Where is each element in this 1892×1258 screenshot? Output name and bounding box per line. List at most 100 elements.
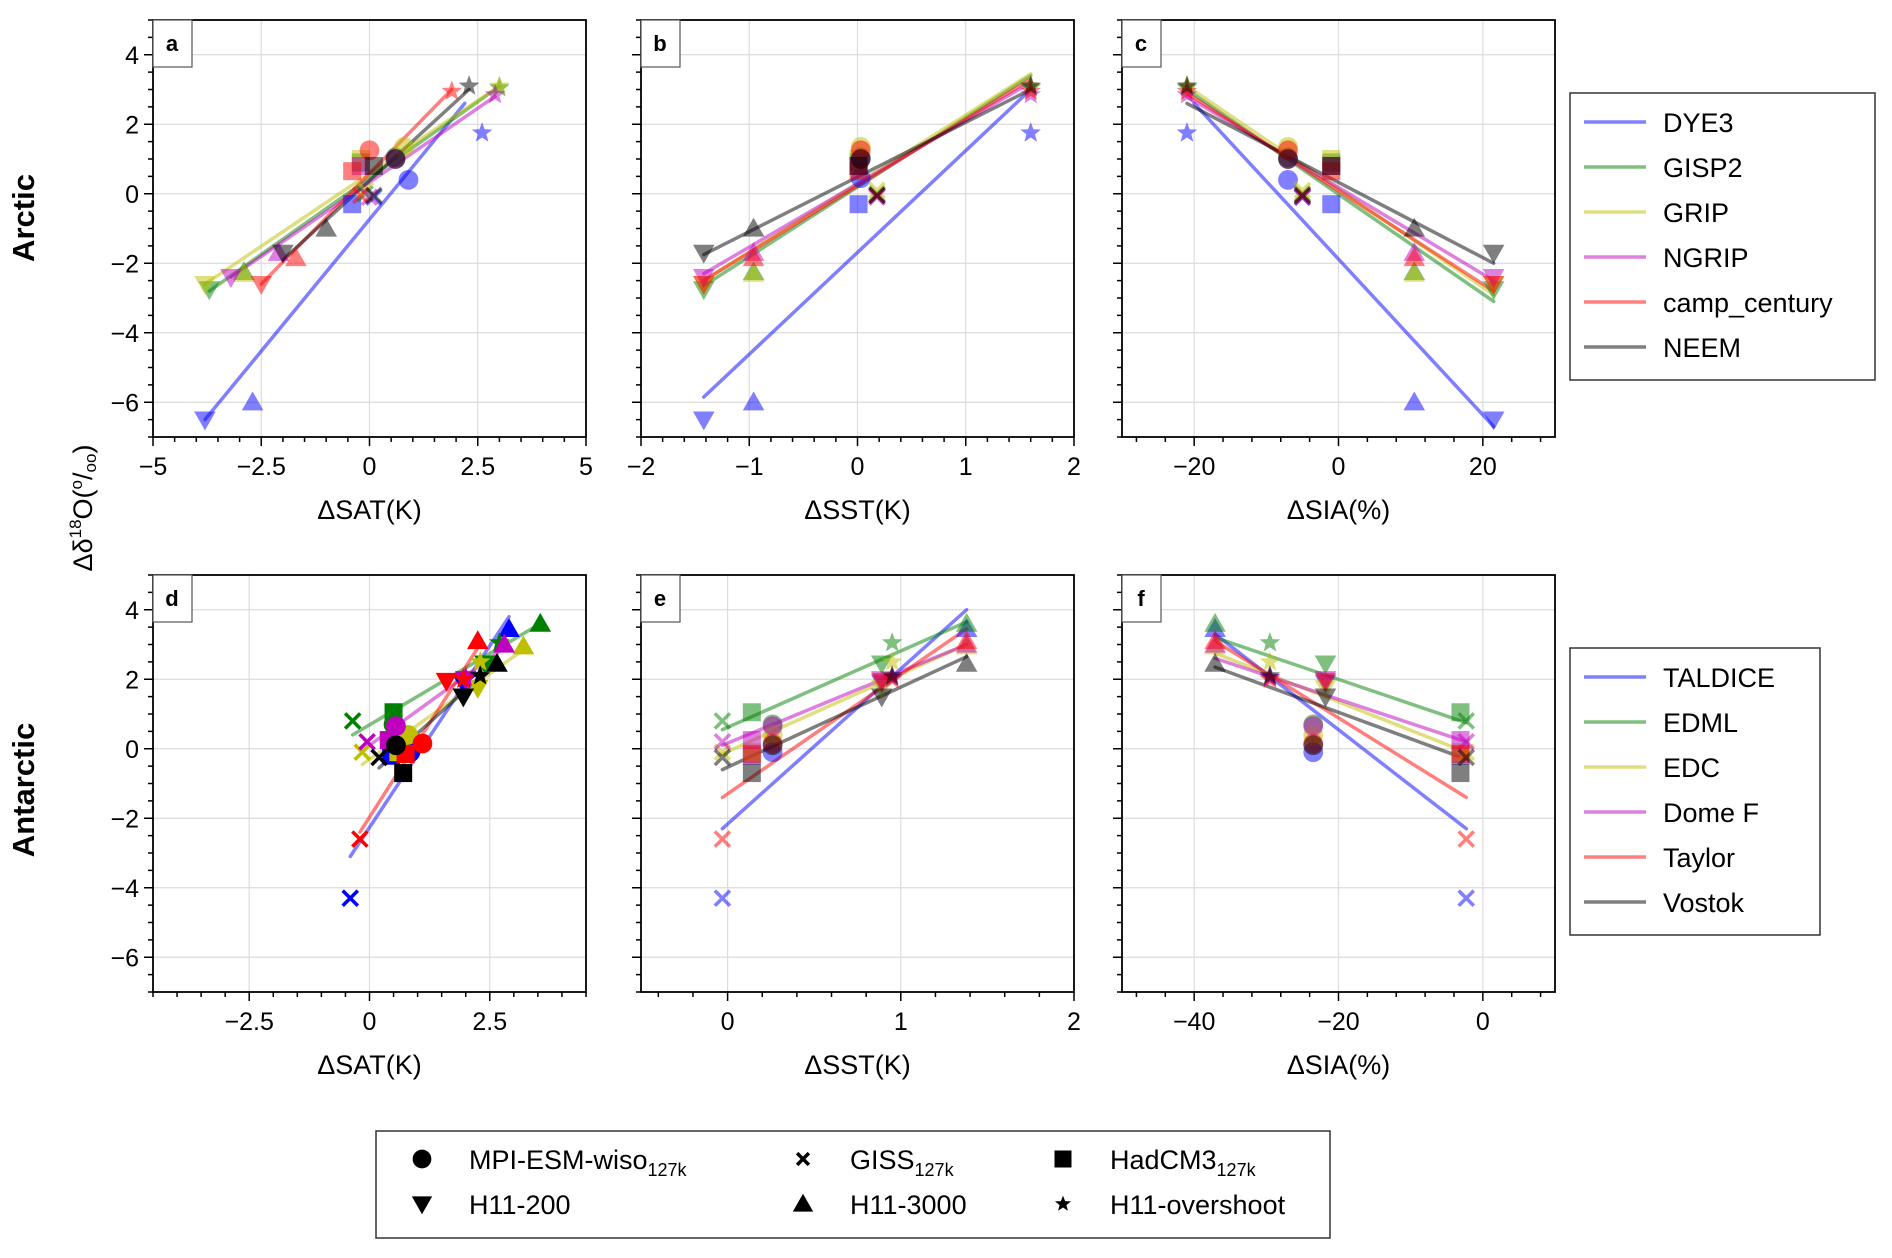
point-grip-triangle-up bbox=[233, 262, 255, 282]
point-edml-triangle-up bbox=[1204, 612, 1226, 632]
fit-line-edml bbox=[1213, 635, 1468, 725]
point-dome-f-x bbox=[713, 733, 732, 751]
point-dome-f-square bbox=[742, 731, 761, 750]
point-vostok-circle bbox=[762, 735, 783, 756]
fit-line-vostok bbox=[1213, 665, 1468, 761]
point-vostok-star bbox=[469, 665, 491, 685]
x-tick-label: 1 bbox=[894, 1008, 908, 1036]
legend-label-grip: GRIP bbox=[1663, 198, 1729, 228]
point-taylor-triangle-up bbox=[466, 630, 489, 650]
point-neem-circle bbox=[1278, 149, 1298, 169]
point-taldice-x bbox=[341, 889, 360, 907]
y-tick-label: −2 bbox=[110, 805, 139, 833]
point-edc-star bbox=[469, 651, 491, 671]
point-vostok-x bbox=[370, 748, 388, 767]
point-neem-star bbox=[1176, 75, 1198, 95]
y-axis-label-permil-o1: o bbox=[67, 480, 86, 489]
point-vostok-x bbox=[1457, 748, 1476, 767]
point-camp-century-x bbox=[352, 186, 370, 205]
legend-marker-x-icon bbox=[795, 1151, 811, 1167]
point-neem-star bbox=[1020, 75, 1041, 95]
point-edc-star bbox=[1259, 651, 1281, 671]
point-edc-x bbox=[353, 743, 372, 762]
point-grip-triangle-up bbox=[1403, 262, 1426, 282]
point-vostok-triangle-up bbox=[486, 652, 508, 672]
point-edc-triangle-down bbox=[466, 679, 489, 699]
legend-label-h11-overshoot: H11-overshoot bbox=[1110, 1190, 1286, 1220]
y-tick-label: −6 bbox=[110, 944, 139, 972]
point-dye3-square bbox=[1322, 195, 1341, 214]
point-neem-triangle-up bbox=[1403, 217, 1426, 237]
fit-line-taldice bbox=[720, 608, 969, 831]
y-axis-label-rest: O( bbox=[68, 489, 98, 519]
panel-label: d bbox=[165, 586, 178, 611]
point-dye3-circle bbox=[1278, 169, 1298, 190]
x-tick-label: −20 bbox=[1173, 453, 1215, 481]
panel-f: −40 −20 0 ΔSIA(%) f bbox=[1113, 574, 1556, 1080]
point-camp-century-square bbox=[343, 162, 362, 181]
point-edc-triangle-up bbox=[512, 635, 535, 655]
panel-b: −2 −1 0 1 2 ΔSST(K) b bbox=[627, 19, 1081, 525]
legend-antarctic: TALDICE EDML EDC Dome F Taylor Vostok bbox=[1569, 647, 1821, 936]
point-vostok-square bbox=[742, 764, 761, 783]
panel-label-box bbox=[152, 19, 193, 68]
point-camp-century-triangle-up bbox=[742, 247, 765, 267]
legend-label-h11-3000: H11-3000 bbox=[850, 1190, 967, 1220]
legend-marker-star-icon bbox=[1055, 1195, 1071, 1211]
x-tick-label: −2.5 bbox=[237, 453, 286, 481]
panel-label-box bbox=[1121, 574, 1162, 623]
point-camp-century-triangle-down bbox=[1482, 276, 1505, 295]
point-neem-triangle-up bbox=[742, 217, 765, 237]
y-axis-label-permil-slash: / bbox=[68, 472, 98, 480]
point-taylor-x bbox=[351, 830, 369, 848]
point-dye3-triangle-up bbox=[742, 391, 765, 411]
y-tick-label: −4 bbox=[110, 320, 139, 348]
point-neem-square bbox=[364, 156, 383, 175]
x-tick-label: 0 bbox=[1476, 1008, 1490, 1036]
point-vostok-triangle-down bbox=[452, 688, 475, 708]
point-dome-f-x bbox=[358, 733, 376, 751]
y-tick-label: 0 bbox=[125, 181, 139, 209]
point-vostok-star bbox=[881, 665, 903, 685]
point-camp-century-triangle-down bbox=[250, 276, 273, 295]
fit-line-dye3 bbox=[1192, 101, 1496, 429]
panel-label: c bbox=[1135, 31, 1147, 56]
point-vostok-square bbox=[1451, 764, 1470, 783]
point-edml-square bbox=[1451, 703, 1470, 722]
panel-label: f bbox=[1137, 586, 1145, 611]
x-tick-label: 0 bbox=[363, 453, 377, 481]
point-taylor-star bbox=[453, 668, 474, 688]
legend-label-giss: GISS127k bbox=[850, 1145, 955, 1180]
x-tick-label: 0 bbox=[851, 453, 865, 481]
point-dye3-triangle-down bbox=[692, 411, 715, 431]
point-vostok-star bbox=[1259, 665, 1281, 685]
y-axis-label: Δδ18O(o/oo) bbox=[66, 445, 100, 572]
legend-label-ngrip: NGRIP bbox=[1663, 243, 1749, 273]
x-tick-label: 0 bbox=[363, 1008, 377, 1036]
point-dye3-square bbox=[849, 195, 868, 214]
row-label-arctic: Arctic bbox=[6, 174, 41, 262]
point-camp-century-triangle-up bbox=[1403, 247, 1426, 267]
legend-label-dome-f: Dome F bbox=[1663, 798, 1759, 828]
point-dye3-triangle-up bbox=[1403, 391, 1426, 411]
legend-models: MPI-ESM-wiso127k GISS127k HadCM3127k H11-20… bbox=[375, 1130, 1331, 1239]
point-neem-x bbox=[868, 186, 886, 205]
point-vostok-triangle-up bbox=[955, 652, 978, 672]
panel-c: −20 0 20 ΔSIA(%) c bbox=[1113, 19, 1556, 525]
point-neem-square bbox=[1322, 156, 1341, 175]
point-taldice-x bbox=[1457, 889, 1476, 907]
x-axis-label: ΔSST(K) bbox=[804, 1050, 911, 1080]
point-dome-f-triangle-up bbox=[493, 633, 516, 653]
point-edml-triangle-up bbox=[529, 612, 552, 632]
x-axis-label: ΔSIA(%) bbox=[1287, 495, 1391, 525]
fit-line-dye3 bbox=[702, 87, 1033, 399]
panel-d: −2.5 0 2.5 ΔSAT(K) −6 −4 −2 0 2 4 d bbox=[110, 574, 587, 1080]
panel-label: a bbox=[166, 31, 179, 56]
point-taylor-square bbox=[742, 744, 761, 763]
point-neem-triangle-down bbox=[272, 244, 294, 264]
point-dome-f-square bbox=[1451, 731, 1470, 750]
x-tick-label: −2 bbox=[627, 453, 656, 481]
x-axis-label: ΔSIA(%) bbox=[1287, 1050, 1391, 1080]
point-taylor-triangle-down bbox=[435, 672, 458, 692]
